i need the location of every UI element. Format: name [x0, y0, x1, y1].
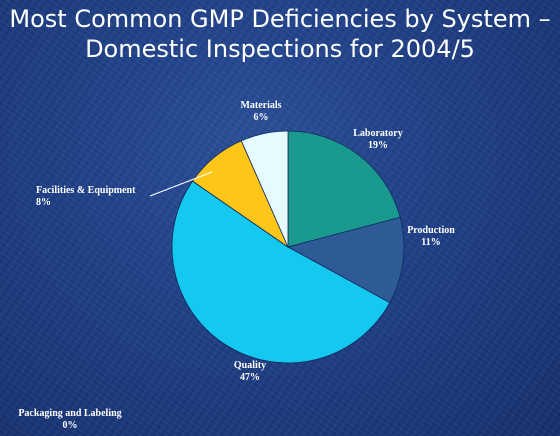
slice-value-production: 11% [421, 237, 441, 248]
slice-label-laboratory: Laboratory 19% [342, 128, 414, 152]
slice-name-quality: Quality [233, 360, 267, 371]
leader-line-facilities [149, 171, 213, 197]
chart-title-line-1: Most Common GMP Deficiencies by System – [9, 5, 551, 33]
pie-slice-laboratory [287, 130, 401, 248]
slice-label-materials: Materials 6% [226, 100, 296, 124]
slice-value-laboratory: 19% [368, 140, 388, 151]
slice-name-materials: Materials [240, 100, 282, 111]
slice-value-facilities: 8% [36, 197, 51, 208]
chart-title-line-2: Domestic Inspections for 2004/5 [85, 35, 475, 63]
slice-label-quality: Quality 47% [220, 360, 280, 384]
slice-value-materials: 6% [253, 112, 269, 123]
pie-slice-quality [171, 180, 391, 364]
slice-label-facilities: Facilities & Equipment 8% [36, 185, 135, 209]
slice-name-facilities: Facilities & Equipment [36, 185, 136, 196]
slice-name-production: Production [407, 225, 455, 236]
slice-name-laboratory: Laboratory [353, 128, 403, 139]
pie-slice-materials [240, 130, 289, 248]
chart-title: Most Common GMP Deficiencies by System –… [0, 4, 560, 64]
pie-slice-production [286, 216, 405, 304]
slice-name-packaging: Packaging and Labeling [18, 408, 122, 419]
slice-value-packaging: 0% [62, 420, 78, 431]
slice-label-packaging: Packaging and Labeling 0% [10, 408, 130, 432]
slice-label-production: Production 11% [396, 225, 466, 249]
slice-value-quality: 47% [240, 372, 260, 383]
